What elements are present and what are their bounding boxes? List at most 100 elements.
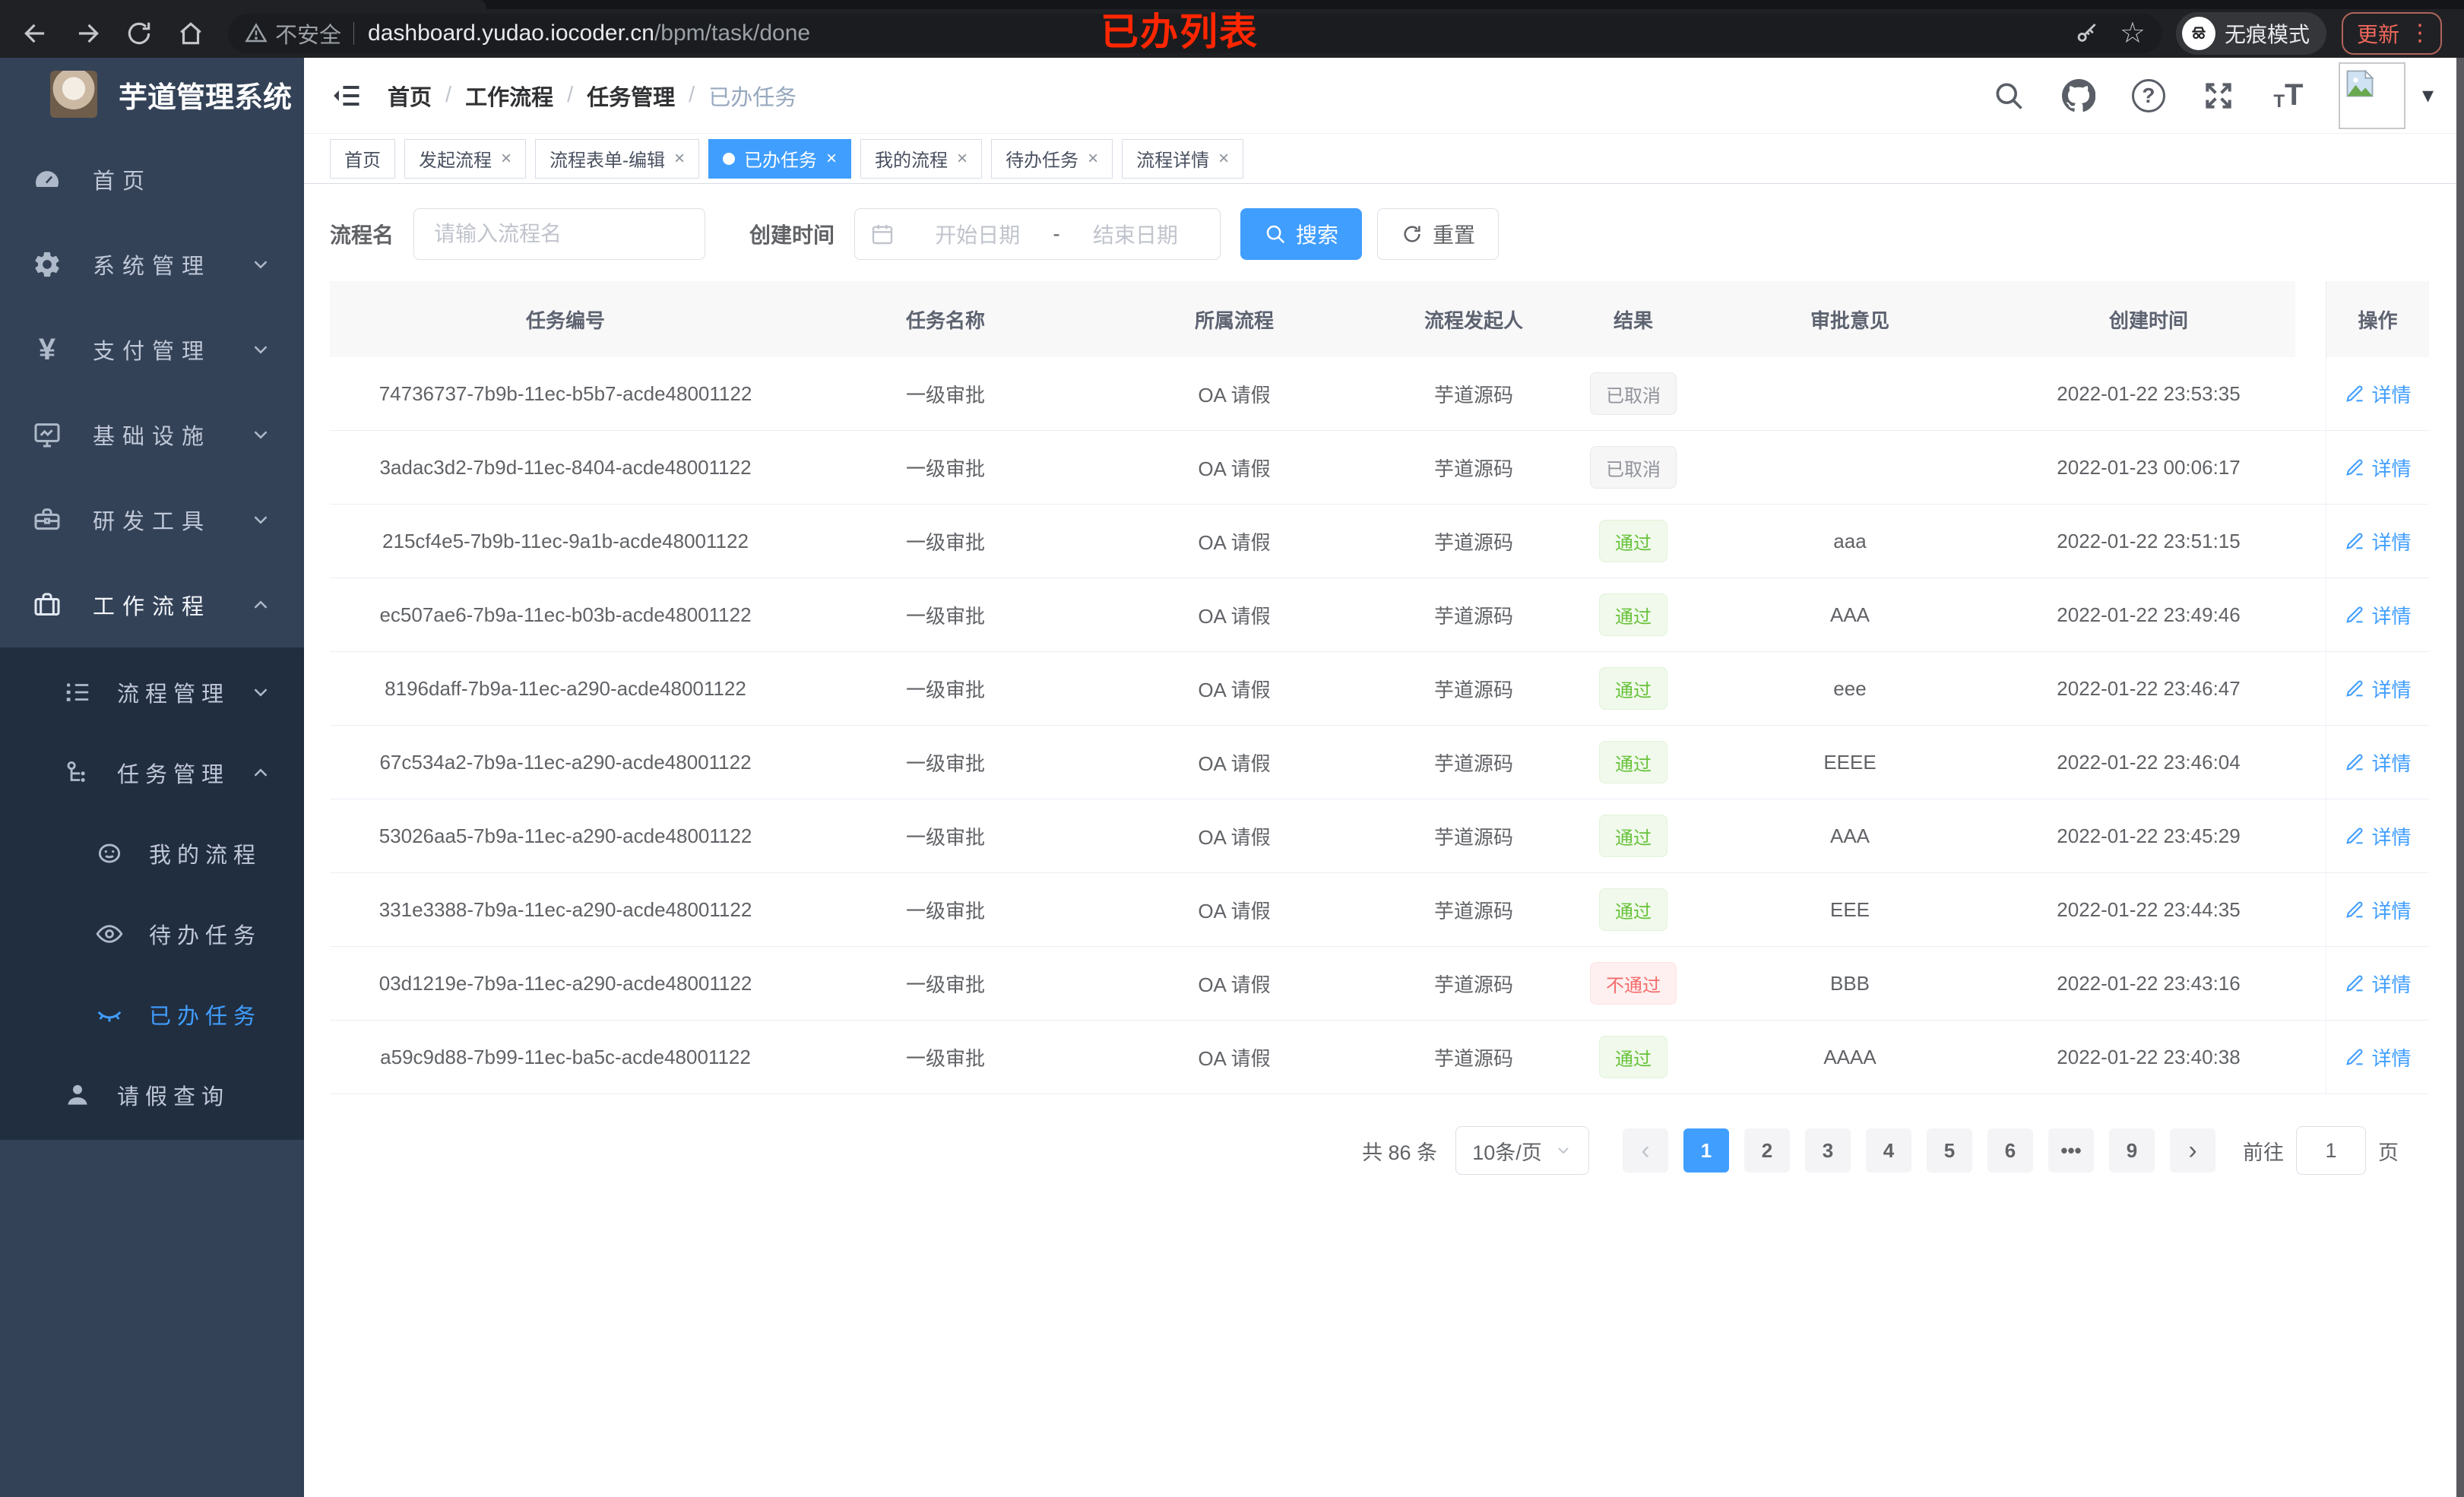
cell-opinion: AAAA (1823, 1045, 1877, 1068)
total-count: 共 86 条 (1361, 1141, 1437, 1164)
cell-created: 2022-01-22 23:46:47 (2057, 676, 2241, 700)
close-icon[interactable] (957, 148, 968, 169)
fullscreen-icon[interactable] (2202, 79, 2235, 112)
update-button[interactable]: 更新 (2342, 12, 2443, 55)
sidebar-menu: 首页 系统管理 ¥ 支付管理 基础设施 研发工具 (0, 131, 304, 647)
page-button-4[interactable]: 4 (1866, 1128, 1911, 1173)
prev-page-button[interactable] (1623, 1128, 1668, 1173)
cell-task-id: 03d1219e-7b9a-11ec-a290-acde48001122 (378, 971, 752, 995)
cell-opinion: BBB (1829, 971, 1870, 995)
search-icon[interactable] (1992, 79, 2025, 112)
detail-link[interactable]: 详情 (2344, 1043, 2412, 1071)
detail-link[interactable]: 详情 (2344, 380, 2412, 408)
sidebar-item-done-tasks[interactable]: 已办任务 (0, 974, 304, 1055)
browser-menu-icon[interactable] (2409, 22, 2431, 45)
cell-process: OA 请假 (1198, 678, 1271, 701)
detail-link[interactable]: 详情 (2344, 601, 2412, 629)
breadcrumb-workflow[interactable]: 工作流程 (465, 85, 554, 110)
avatar[interactable] (2338, 62, 2405, 129)
detail-link[interactable]: 详情 (2344, 454, 2412, 482)
tab-done-tasks[interactable]: 已办任务 (708, 138, 852, 179)
sidebar-item-my-process[interactable]: 我的流程 (0, 813, 304, 894)
forward-icon[interactable] (73, 19, 102, 48)
dashboard-icon (30, 163, 64, 196)
cell-task-name: 一级审批 (905, 457, 985, 480)
page-button-9[interactable]: 9 (2109, 1128, 2155, 1173)
date-range-picker[interactable]: 开始日期 - 结束日期 (854, 208, 1221, 260)
detail-link[interactable]: 详情 (2344, 970, 2412, 998)
browser-active-tab[interactable] (0, 0, 486, 9)
tab-my-process[interactable]: 我的流程 (860, 138, 983, 179)
page-button-5[interactable]: 5 (1927, 1128, 1972, 1173)
page-ellipsis[interactable]: ••• (2048, 1128, 2094, 1173)
cell-process: OA 请假 (1198, 973, 1271, 996)
sidebar-item-task-mgmt[interactable]: 任务管理 (0, 733, 304, 813)
home-icon[interactable] (176, 19, 205, 48)
close-icon[interactable] (674, 148, 685, 169)
search-button[interactable]: 搜索 (1240, 208, 1363, 260)
sidebar-item-process-mgmt[interactable]: 流程管理 (0, 652, 304, 733)
close-icon[interactable] (826, 148, 837, 169)
reset-button[interactable]: 重置 (1377, 208, 1500, 260)
detail-link[interactable]: 详情 (2344, 527, 2412, 555)
sidebar: 芋道管理系统 首页 系统管理 ¥ 支付管理 基础设施 (0, 58, 304, 1497)
sidebar-item-system[interactable]: 系统管理 (0, 222, 304, 307)
status-badge: 不通过 (1590, 962, 1677, 1005)
status-badge: 通过 (1599, 667, 1667, 710)
cell-task-id: ec507ae6-7b9a-11ec-b03b-acde48001122 (379, 603, 752, 626)
page-button-2[interactable]: 2 (1744, 1128, 1790, 1173)
tab-todo-tasks[interactable]: 待办任务 (991, 138, 1113, 179)
tab-start-process[interactable]: 发起流程 (404, 138, 527, 179)
page-button-1[interactable]: 1 (1683, 1128, 1729, 1173)
sidebar-item-payment[interactable]: ¥ 支付管理 (0, 307, 304, 392)
reload-icon[interactable] (125, 19, 154, 48)
page-button-3[interactable]: 3 (1805, 1128, 1851, 1173)
tags-view: 首页 发起流程 流程表单-编辑 已办任务 我的流程 待办任务 流程详情 (304, 134, 2464, 184)
font-size-icon[interactable] (2272, 79, 2305, 112)
sidebar-item-workflow[interactable]: 工作流程 (0, 562, 304, 647)
hamburger-icon[interactable] (330, 79, 363, 112)
active-dot (723, 152, 736, 165)
avatar-dropdown-caret[interactable] (2422, 82, 2434, 109)
goto-page-input[interactable] (2296, 1126, 2366, 1175)
cell-process: OA 请假 (1198, 752, 1271, 775)
close-icon[interactable] (1218, 148, 1229, 169)
close-icon[interactable] (501, 148, 511, 169)
incognito-label: 无痕模式 (2225, 23, 2310, 46)
end-date-placeholder[interactable]: 结束日期 (1092, 223, 1178, 247)
security-label[interactable]: 不安全 (275, 24, 342, 48)
github-icon[interactable] (2061, 78, 2095, 112)
cell-process: OA 请假 (1198, 530, 1271, 554)
next-page-button[interactable] (2170, 1128, 2215, 1173)
tab-process-detail[interactable]: 流程详情 (1122, 138, 1244, 179)
sidebar-item-infra[interactable]: 基础设施 (0, 392, 304, 477)
col-starter: 流程发起人 (1379, 281, 1569, 357)
sidebar-item-home[interactable]: 首页 (0, 137, 304, 222)
detail-link[interactable]: 详情 (2344, 822, 2412, 850)
cell-task-name: 一级审批 (905, 752, 985, 775)
process-name-input[interactable] (413, 208, 706, 260)
update-label[interactable]: 更新 (2357, 23, 2400, 46)
sidebar-item-leave-query[interactable]: 请假查询 (0, 1055, 304, 1135)
detail-link[interactable]: 详情 (2344, 748, 2412, 777)
page-button-6[interactable]: 6 (1987, 1128, 2033, 1173)
bookmark-star-icon[interactable]: ☆ (2119, 17, 2146, 49)
detail-link[interactable]: 详情 (2344, 675, 2412, 703)
start-date-placeholder[interactable]: 开始日期 (935, 223, 1021, 247)
sidebar-item-devtools[interactable]: 研发工具 (0, 477, 304, 562)
address-bar[interactable]: 不安全 dashboard.yudao.iocoder.cn/bpm/task/… (228, 14, 2162, 53)
breadcrumb-task-mgmt[interactable]: 任务管理 (587, 85, 676, 110)
help-icon[interactable] (2131, 78, 2165, 112)
page-size-select[interactable]: 10条/页 (1455, 1126, 1589, 1175)
tab-form-edit[interactable]: 流程表单-编辑 (535, 138, 700, 179)
back-icon[interactable] (21, 19, 50, 48)
sidebar-logo[interactable]: 芋道管理系统 (0, 58, 304, 131)
key-icon[interactable] (2074, 21, 2100, 46)
breadcrumb-home[interactable]: 首页 (388, 85, 432, 110)
url-text[interactable]: dashboard.yudao.iocoder.cn/bpm/task/done (368, 21, 811, 46)
sidebar-item-todo-tasks[interactable]: 待办任务 (0, 894, 304, 974)
detail-link[interactable]: 详情 (2344, 896, 2412, 924)
tab-home[interactable]: 首页 (330, 138, 395, 179)
cell-opinion: EEE (1829, 897, 1870, 921)
close-icon[interactable] (1088, 148, 1098, 169)
